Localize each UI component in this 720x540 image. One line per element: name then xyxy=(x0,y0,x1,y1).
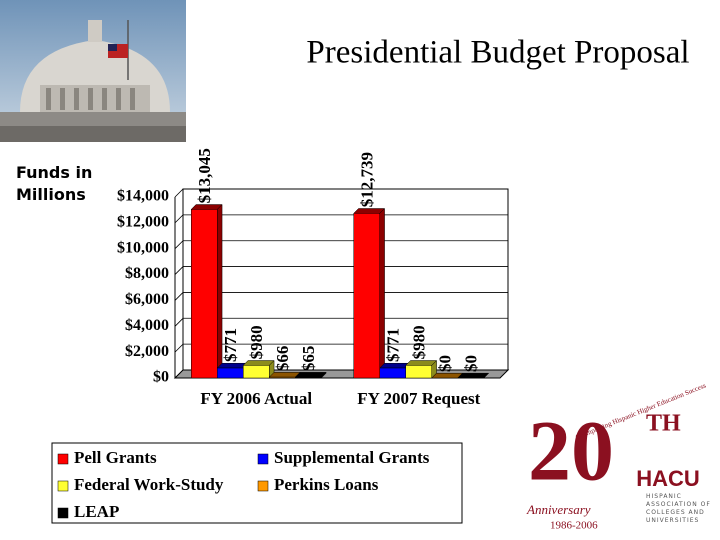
logo-suffix: TH xyxy=(646,411,681,437)
grid-line xyxy=(174,188,508,198)
y-tick-label: $0 xyxy=(153,369,169,386)
y-tick-label: $4,000 xyxy=(125,317,169,334)
bar-top xyxy=(268,372,301,378)
value-label: $66 xyxy=(273,346,292,372)
bar-top xyxy=(353,208,386,214)
bar xyxy=(379,367,406,379)
bar xyxy=(269,376,296,379)
legend-swatch xyxy=(257,480,269,492)
legend-label: LEAP xyxy=(74,502,119,521)
bar xyxy=(353,213,380,379)
value-label: $12,739 xyxy=(358,152,377,207)
plot-area: $0 $2,000 $4,000 $6,000 $8,000 $10,000 $12,000… xyxy=(117,148,510,408)
chart-title: Presidential Budget Proposal xyxy=(306,35,689,71)
legend-label: Federal Work-Study xyxy=(74,475,224,494)
legend-swatch xyxy=(257,453,269,465)
x-tick-label: FY 2007 Request xyxy=(357,389,480,408)
value-label: $0 xyxy=(436,355,455,372)
value-label: $65 xyxy=(299,346,318,372)
bar xyxy=(295,376,322,379)
legend-box xyxy=(51,442,463,524)
legend-label: Pell Grants xyxy=(74,448,157,467)
y-axis-label: Funds in Millions xyxy=(16,163,93,204)
legend-label: Supplemental Grants xyxy=(274,448,430,467)
y-tick-label: $6,000 xyxy=(125,291,169,308)
value-label: $980 xyxy=(247,325,266,359)
y-tick-label: $2,000 xyxy=(125,343,169,360)
logo-years: 1986-2006 xyxy=(550,520,598,532)
bar-top xyxy=(405,360,438,366)
logo-anniversary: Anniversary xyxy=(526,502,591,517)
hacu-logo: 20 TH Championing Hispanic Higher Educat… xyxy=(526,381,711,532)
bar xyxy=(243,365,270,379)
logo-number: 20 xyxy=(528,403,614,499)
value-label: $980 xyxy=(410,325,429,359)
bar-top xyxy=(242,360,275,366)
x-tick-label: FY 2006 Actual xyxy=(200,389,312,408)
value-label: $771 xyxy=(384,328,403,362)
y-tick-label: $10,000 xyxy=(117,239,169,256)
bar-top xyxy=(190,204,223,210)
plot-wall xyxy=(182,188,509,371)
grid-line xyxy=(174,240,508,249)
grid-line xyxy=(174,266,508,275)
legend: Pell Grants Supplemental Grants Federal Wo… xyxy=(57,448,430,521)
grid-line xyxy=(174,292,508,301)
value-label: $771 xyxy=(221,328,240,362)
legend-swatch xyxy=(57,480,69,492)
y-tick-label: $8,000 xyxy=(125,265,169,282)
bar xyxy=(405,365,432,379)
grid-line xyxy=(174,343,508,353)
logo-org: Hispanic Association of Colleges and Uni… xyxy=(646,493,711,524)
y-tick-label: $12,000 xyxy=(117,214,169,231)
legend-swatch xyxy=(57,507,69,519)
bar-top xyxy=(294,372,327,378)
bar-top xyxy=(431,372,464,379)
value-label: $13,045 xyxy=(195,148,214,203)
bar-top xyxy=(457,372,490,379)
value-label: $0 xyxy=(462,355,481,372)
bar xyxy=(217,367,244,379)
logo-org-box: Hispanic Association of Colleges and Uni… xyxy=(646,493,711,524)
bar xyxy=(191,209,218,379)
capitol-photo xyxy=(0,0,186,142)
legend-swatch xyxy=(57,453,69,465)
grid-line xyxy=(174,214,508,224)
logo-name: HACU xyxy=(636,466,700,491)
y-tick-label: $14,000 xyxy=(117,188,169,205)
legend-label: Perkins Loans xyxy=(274,475,379,494)
grid-line xyxy=(174,317,508,327)
